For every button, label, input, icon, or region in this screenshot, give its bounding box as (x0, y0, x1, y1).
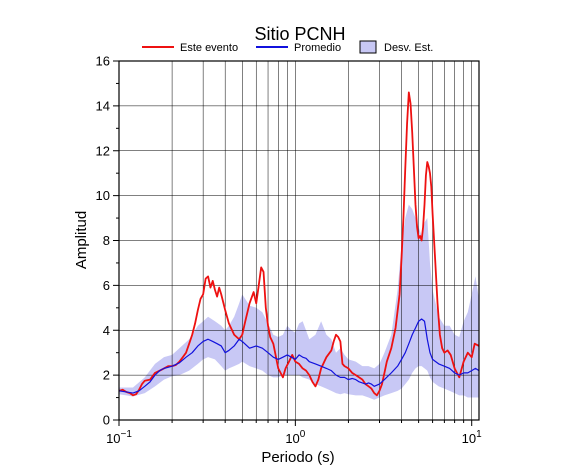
series-line-este-evento (118, 91, 480, 397)
y-axis-ticks: 0 2 4 6 8 10 12 14 16 (96, 54, 119, 428)
series-line-promedio (118, 318, 480, 394)
series-layer (118, 91, 480, 397)
legend-item-2: Desv. Est. (359, 40, 433, 54)
y-tick-label: 16 (96, 54, 110, 69)
x-axis-ticks: 10−1 100 101 (106, 420, 482, 446)
y-tick-label: 6 (103, 278, 110, 293)
y-axis-label: Amplitud (73, 211, 90, 269)
std-band (119, 204, 479, 400)
legend-item-0: Este evento (142, 42, 238, 54)
plot-area (118, 60, 480, 421)
std-band-layer (119, 204, 479, 400)
x-tick-label: 101 (462, 429, 482, 446)
legend-item-1: Promedio (256, 42, 341, 54)
y-tick-label: 4 (103, 323, 110, 338)
y-tick-label: 8 (103, 233, 110, 248)
legend: Este evento Promedio Desv. Est. (142, 40, 433, 54)
y-tick-label: 0 (103, 413, 110, 428)
x-tick-label: 10−1 (106, 429, 132, 446)
y-tick-label: 10 (96, 188, 110, 203)
legend-swatch-band (359, 40, 377, 54)
y-tick-label: 2 (103, 368, 110, 383)
legend-label: Desv. Est. (384, 42, 433, 54)
legend-label: Promedio (294, 42, 341, 54)
chart-title: Sitio PCNH (254, 24, 345, 44)
y-tick-label: 14 (96, 98, 110, 113)
x-tick-label: 100 (285, 429, 305, 446)
y-tick-label: 12 (96, 143, 110, 158)
legend-label: Este evento (180, 42, 238, 54)
x-axis-label: Periodo (s) (261, 449, 334, 466)
